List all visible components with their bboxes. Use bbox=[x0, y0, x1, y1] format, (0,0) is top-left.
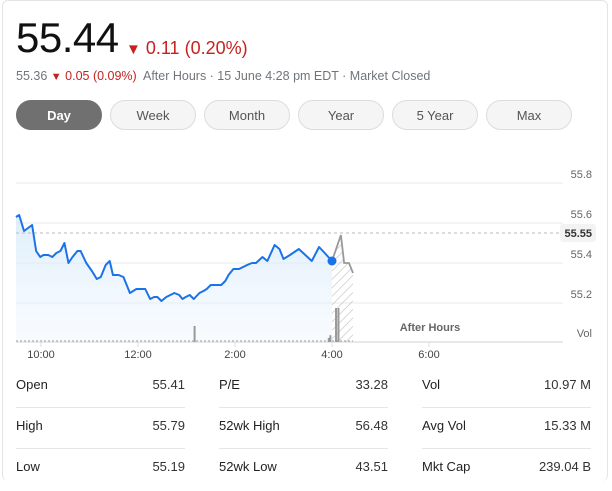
tab-month[interactable]: Month bbox=[204, 100, 290, 130]
tab-year[interactable]: Year bbox=[298, 100, 384, 130]
stat-label: 52wk Low bbox=[219, 459, 277, 474]
volume-bar bbox=[327, 337, 330, 342]
tab-max[interactable]: Max bbox=[486, 100, 572, 130]
stat-52wk-high: 52wk High 56.48 bbox=[219, 409, 388, 449]
price-chart[interactable]: 55.8 55.6 55.4 55.2 10:00 12:00 2:00 4:00 6:00 55… bbox=[0, 0, 612, 370]
stats-table: Open 55.41 High 55.79 Low 55.19 P/E 33.28 52wk H… bbox=[16, 368, 591, 491]
after-hours-line: 55.36 ▼ 0.05 (0.09%) After Hours · 15 Ju… bbox=[16, 69, 430, 83]
stat-value: 239.04 B bbox=[538, 459, 591, 474]
volume-bar bbox=[335, 308, 338, 342]
down-arrow-icon: ▼ bbox=[126, 41, 141, 58]
y-tick-label: 55.2 bbox=[571, 289, 592, 301]
volume-bar bbox=[193, 326, 196, 342]
previous-close-label: 55.55 bbox=[564, 228, 592, 240]
x-tick-label: 12:00 bbox=[124, 349, 152, 361]
down-arrow-icon: ▼ bbox=[50, 71, 62, 83]
stat-mkt-cap: Mkt Cap 239.04 B bbox=[422, 450, 591, 490]
stat-52wk-low: 52wk Low 43.51 bbox=[219, 450, 388, 490]
price-change: ▼ 0.11 (0.20%) bbox=[126, 38, 248, 59]
stat-p-e: P/E 33.28 bbox=[219, 368, 388, 408]
tab-week[interactable]: Week bbox=[110, 100, 196, 130]
after-hours-line bbox=[331, 234, 354, 274]
stat-value: 10.97 M bbox=[544, 377, 591, 392]
stat-label: Open bbox=[16, 377, 48, 392]
stat-label: Avg Vol bbox=[422, 418, 466, 433]
x-tick-label: 4:00 bbox=[321, 349, 342, 361]
after-hours-label: After Hours bbox=[400, 322, 461, 334]
stat-vol: Vol 10.97 M bbox=[422, 368, 591, 408]
stats-column: P/E 33.28 52wk High 56.48 52wk Low 43.51 bbox=[219, 368, 388, 491]
volume-bar bbox=[329, 335, 332, 342]
volume-bar bbox=[337, 308, 340, 342]
volume-label: Vol bbox=[577, 328, 592, 340]
close-marker bbox=[327, 256, 337, 266]
stat-value: 43.51 bbox=[355, 459, 388, 474]
stat-label: High bbox=[16, 418, 43, 433]
stat-value: 55.19 bbox=[152, 459, 185, 474]
stat-avg-vol: Avg Vol 15.33 M bbox=[422, 409, 591, 449]
change-value: 0.11 (0.20%) bbox=[145, 38, 248, 58]
x-tick-label: 6:00 bbox=[418, 349, 439, 361]
range-tabs: Day Week Month Year 5 Year Max bbox=[16, 100, 572, 130]
x-tick-label: 10:00 bbox=[27, 349, 55, 361]
stat-value: 55.79 bbox=[152, 418, 185, 433]
stat-label: Vol bbox=[422, 377, 441, 392]
after-hours-change: 0.05 (0.09%) bbox=[65, 69, 137, 83]
tab-5-year[interactable]: 5 Year bbox=[392, 100, 478, 130]
tab-day[interactable]: Day bbox=[16, 100, 102, 130]
stats-column: Vol 10.97 M Avg Vol 15.33 M Mkt Cap 239.04 B bbox=[422, 368, 591, 491]
stat-low: Low 55.19 bbox=[16, 450, 185, 490]
stat-value: 15.33 M bbox=[544, 418, 591, 433]
price-area bbox=[15, 215, 332, 342]
stat-value: 56.48 bbox=[355, 418, 388, 433]
after-hours-price: 55.36 bbox=[16, 69, 48, 83]
current-price: 55.44 bbox=[16, 14, 119, 61]
stock-card bbox=[2, 0, 608, 481]
stat-label: 52wk High bbox=[219, 418, 280, 433]
stats-column: Open 55.41 High 55.79 Low 55.19 bbox=[16, 368, 185, 491]
stat-value: 33.28 bbox=[355, 377, 388, 392]
price-line bbox=[15, 214, 333, 302]
previous-close-badge bbox=[560, 224, 596, 242]
y-tick-label: 55.6 bbox=[571, 209, 592, 221]
y-tick-label: 55.8 bbox=[571, 169, 592, 181]
stat-value: 55.41 bbox=[152, 377, 185, 392]
after-hours-area bbox=[332, 235, 354, 342]
stat-label: P/E bbox=[219, 377, 240, 392]
market-status: After Hours · 15 June 4:28 pm EDT · Mark… bbox=[142, 69, 431, 83]
stat-open: Open 55.41 bbox=[16, 368, 185, 408]
y-tick-label: 55.4 bbox=[571, 249, 592, 261]
x-tick-label: 2:00 bbox=[224, 349, 245, 361]
stat-high: High 55.79 bbox=[16, 409, 185, 449]
stat-label: Mkt Cap bbox=[422, 459, 471, 474]
stat-label: Low bbox=[16, 459, 40, 474]
